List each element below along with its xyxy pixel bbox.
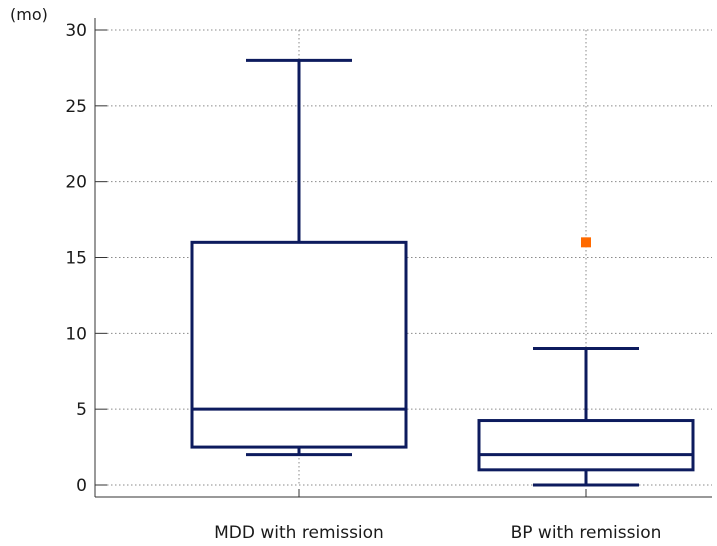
box-1 xyxy=(190,58,408,457)
y-tick-label: 30 xyxy=(65,21,87,41)
iqr-box xyxy=(477,419,695,472)
y-axis-unit-label: (mo) xyxy=(10,5,48,24)
axis-layer xyxy=(94,18,712,498)
y-tick-label: 5 xyxy=(76,400,87,420)
iqr-box xyxy=(190,240,408,449)
y-tick-label: 10 xyxy=(65,324,87,344)
y-tick-label: 0 xyxy=(76,476,87,496)
box-2 xyxy=(477,237,695,487)
x-category-label: MDD with remission xyxy=(214,523,384,542)
y-tick-label: 20 xyxy=(65,173,87,193)
y-tick-label: 15 xyxy=(65,249,87,269)
box-layer xyxy=(190,58,695,487)
x-category-label: BP with remission xyxy=(511,523,662,542)
outlier-point xyxy=(581,237,591,248)
y-tick-label: 25 xyxy=(65,97,87,117)
label-layer: (mo) 0 5 10 15 20 25 30 MDD with remission BP wi… xyxy=(10,5,662,543)
